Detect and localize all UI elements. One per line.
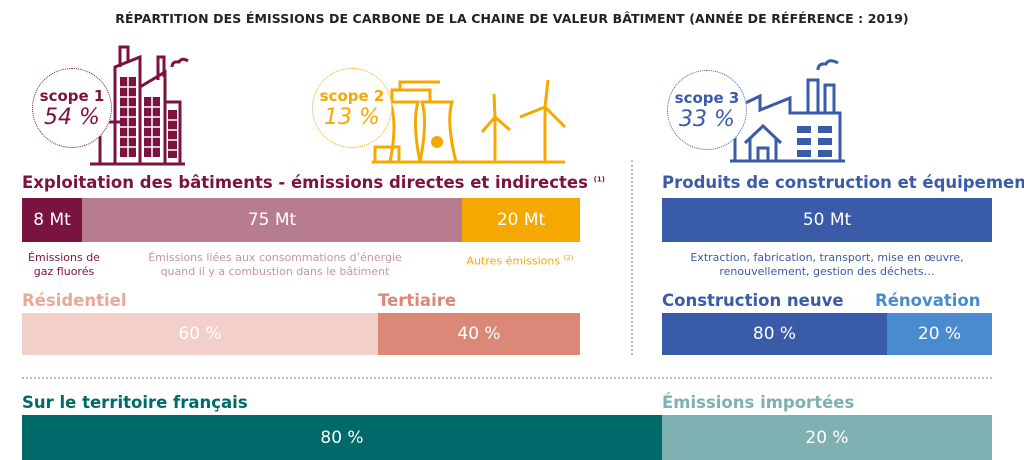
bar-segment-renovation: 20 % (887, 313, 992, 355)
importees-label: Émissions importées (662, 393, 855, 412)
scope-value: 33 % (679, 106, 735, 132)
power-plant-wind-turbines-icon (372, 79, 567, 164)
scope-value: 13 % (324, 104, 380, 130)
scope-2-badge: scope 2 13 % (312, 68, 392, 148)
caption-produits: Extraction, fabrication, transport, mise… (690, 251, 964, 278)
bar-segment-importees: 20 % (662, 415, 992, 460)
scope-3-badge: scope 3 33 % (667, 70, 747, 150)
footnote-mark: (1) (593, 175, 605, 184)
scope-1-badge: scope 1 54 % (32, 68, 112, 148)
bar-segment-produits: 50 Mt (662, 198, 992, 242)
territoire-label: Sur le territoire français (22, 393, 248, 412)
bar-segment-other: 20 Mt (462, 198, 580, 242)
factory-icon (730, 59, 845, 163)
bar-segment-residentiel: 60 % (22, 313, 378, 355)
footnote-mark: (2) (563, 254, 574, 262)
heading-text: Exploitation des bâtiments - émissions d… (22, 173, 588, 192)
horizontal-divider (22, 377, 992, 379)
scope-label: scope 1 (39, 86, 105, 105)
caption-energy: Émissions liées aux consommations d’éner… (148, 251, 402, 278)
bar-segment-construction-neuve: 80 % (662, 313, 887, 355)
buildings-icon (90, 45, 189, 166)
construction-neuve-label: Construction neuve (662, 291, 844, 310)
caption-fluorinated: Émissions de gaz fluorés (28, 251, 100, 278)
scope-value: 54 % (44, 104, 100, 130)
page-title: RÉPARTITION DES ÉMISSIONS DE CARBONE DE … (115, 11, 909, 26)
scope-label: scope 3 (674, 88, 740, 107)
bar-segment-fluorinated: 8 Mt (22, 198, 82, 242)
renovation-label: Rénovation (875, 291, 981, 310)
produits-heading: Produits de construction et équipements (662, 173, 1024, 192)
caption-other: Autres émissions (2) (455, 251, 585, 269)
bar-segment-territoire: 80 % (22, 415, 662, 460)
vertical-divider (631, 160, 633, 355)
exploitation-heading: Exploitation des bâtiments - émissions d… (22, 173, 605, 192)
caption-text: Autres émissions (466, 254, 561, 268)
tertiaire-label: Tertiaire (378, 291, 457, 310)
exploitation-bar: 8 Mt 75 Mt 20 Mt (22, 198, 580, 242)
scope-label: scope 2 (319, 86, 385, 105)
residentiel-label: Résidentiel (22, 291, 127, 310)
bar-segment-energy: 75 Mt (82, 198, 462, 242)
bar-segment-tertiaire: 40 % (378, 313, 580, 355)
